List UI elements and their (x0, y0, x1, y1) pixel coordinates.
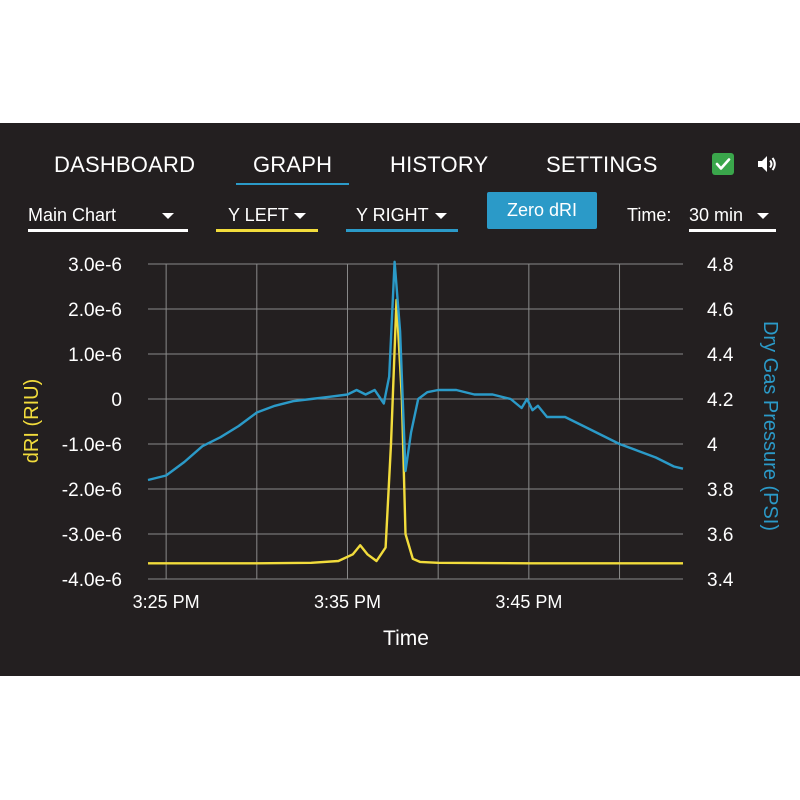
dropdown-underline (216, 229, 318, 232)
y-right-tick-label: 3.6 (707, 525, 733, 546)
y-right-dropdown[interactable]: Y RIGHT (346, 203, 458, 232)
y-right-tick-label: 3.8 (707, 480, 733, 501)
y-right-tick-label: 4.8 (707, 255, 733, 276)
tab-settings[interactable]: SETTINGS (546, 152, 658, 177)
time-range-dropdown[interactable]: 30 min (689, 203, 776, 232)
y-left-tick-label: 2.0e-6 (68, 300, 122, 321)
speaker-icon[interactable] (756, 153, 780, 175)
tab-history[interactable]: HISTORY (390, 152, 489, 177)
y-right-axis-label: Dry Gas Pressure (PSI) (759, 321, 781, 531)
chart-select-label: Main Chart (28, 205, 117, 225)
y-left-tick-label: -1.0e-6 (62, 435, 122, 456)
dropdown-underline (346, 229, 458, 232)
x-tick-label: 3:35 PM (314, 592, 381, 612)
y-left-tick-label: 0 (111, 390, 122, 411)
chevron-down-icon (162, 213, 174, 219)
zero-dri-button[interactable]: Zero dRI (487, 192, 597, 229)
chart-select-dropdown[interactable]: Main Chart (28, 203, 188, 232)
time-label: Time: (627, 205, 672, 225)
tab-graph[interactable]: GRAPH (253, 152, 333, 177)
y-left-label: Y LEFT (228, 205, 289, 225)
dropdown-underline (28, 229, 188, 232)
y-right-tick-label: 4 (707, 435, 718, 456)
x-axis-label: Time (383, 627, 429, 650)
y-left-tick-label: 3.0e-6 (68, 255, 122, 276)
pressure-series-line (147, 260, 684, 482)
time-range-value: 30 min (689, 205, 744, 225)
y-left-tick-label: 1.0e-6 (68, 345, 122, 366)
check-icon[interactable] (712, 153, 734, 175)
chevron-down-icon (435, 213, 447, 219)
active-tab-indicator (236, 183, 349, 185)
y-left-axis-label: dRI (RIU) (21, 379, 43, 463)
y-left-tick-label: -3.0e-6 (62, 525, 122, 546)
y-right-tick-label: 4.4 (707, 345, 734, 366)
y-left-dropdown[interactable]: Y LEFT (216, 203, 318, 232)
graph-chart: 3.0e-6 2.0e-6 1.0e-6 0 -1.0e-6 -2.0e-6 -3.0e-6… (21, 255, 781, 650)
dri-series-line (148, 298, 683, 565)
y-right-tick-label: 3.4 (707, 570, 734, 591)
chevron-down-icon (294, 213, 306, 219)
y-right-tick-label: 4.6 (707, 300, 733, 321)
x-tick-label: 3:45 PM (495, 592, 562, 612)
tab-dashboard[interactable]: DASHBOARD (54, 152, 196, 177)
dropdown-underline (689, 229, 776, 232)
y-left-tick-label: -4.0e-6 (62, 570, 122, 591)
chevron-down-icon (757, 213, 769, 219)
x-tick-label: 3:25 PM (133, 592, 200, 612)
y-right-label: Y RIGHT (356, 205, 429, 225)
y-left-tick-label: -2.0e-6 (62, 480, 122, 501)
y-right-tick-label: 4.2 (707, 390, 733, 411)
